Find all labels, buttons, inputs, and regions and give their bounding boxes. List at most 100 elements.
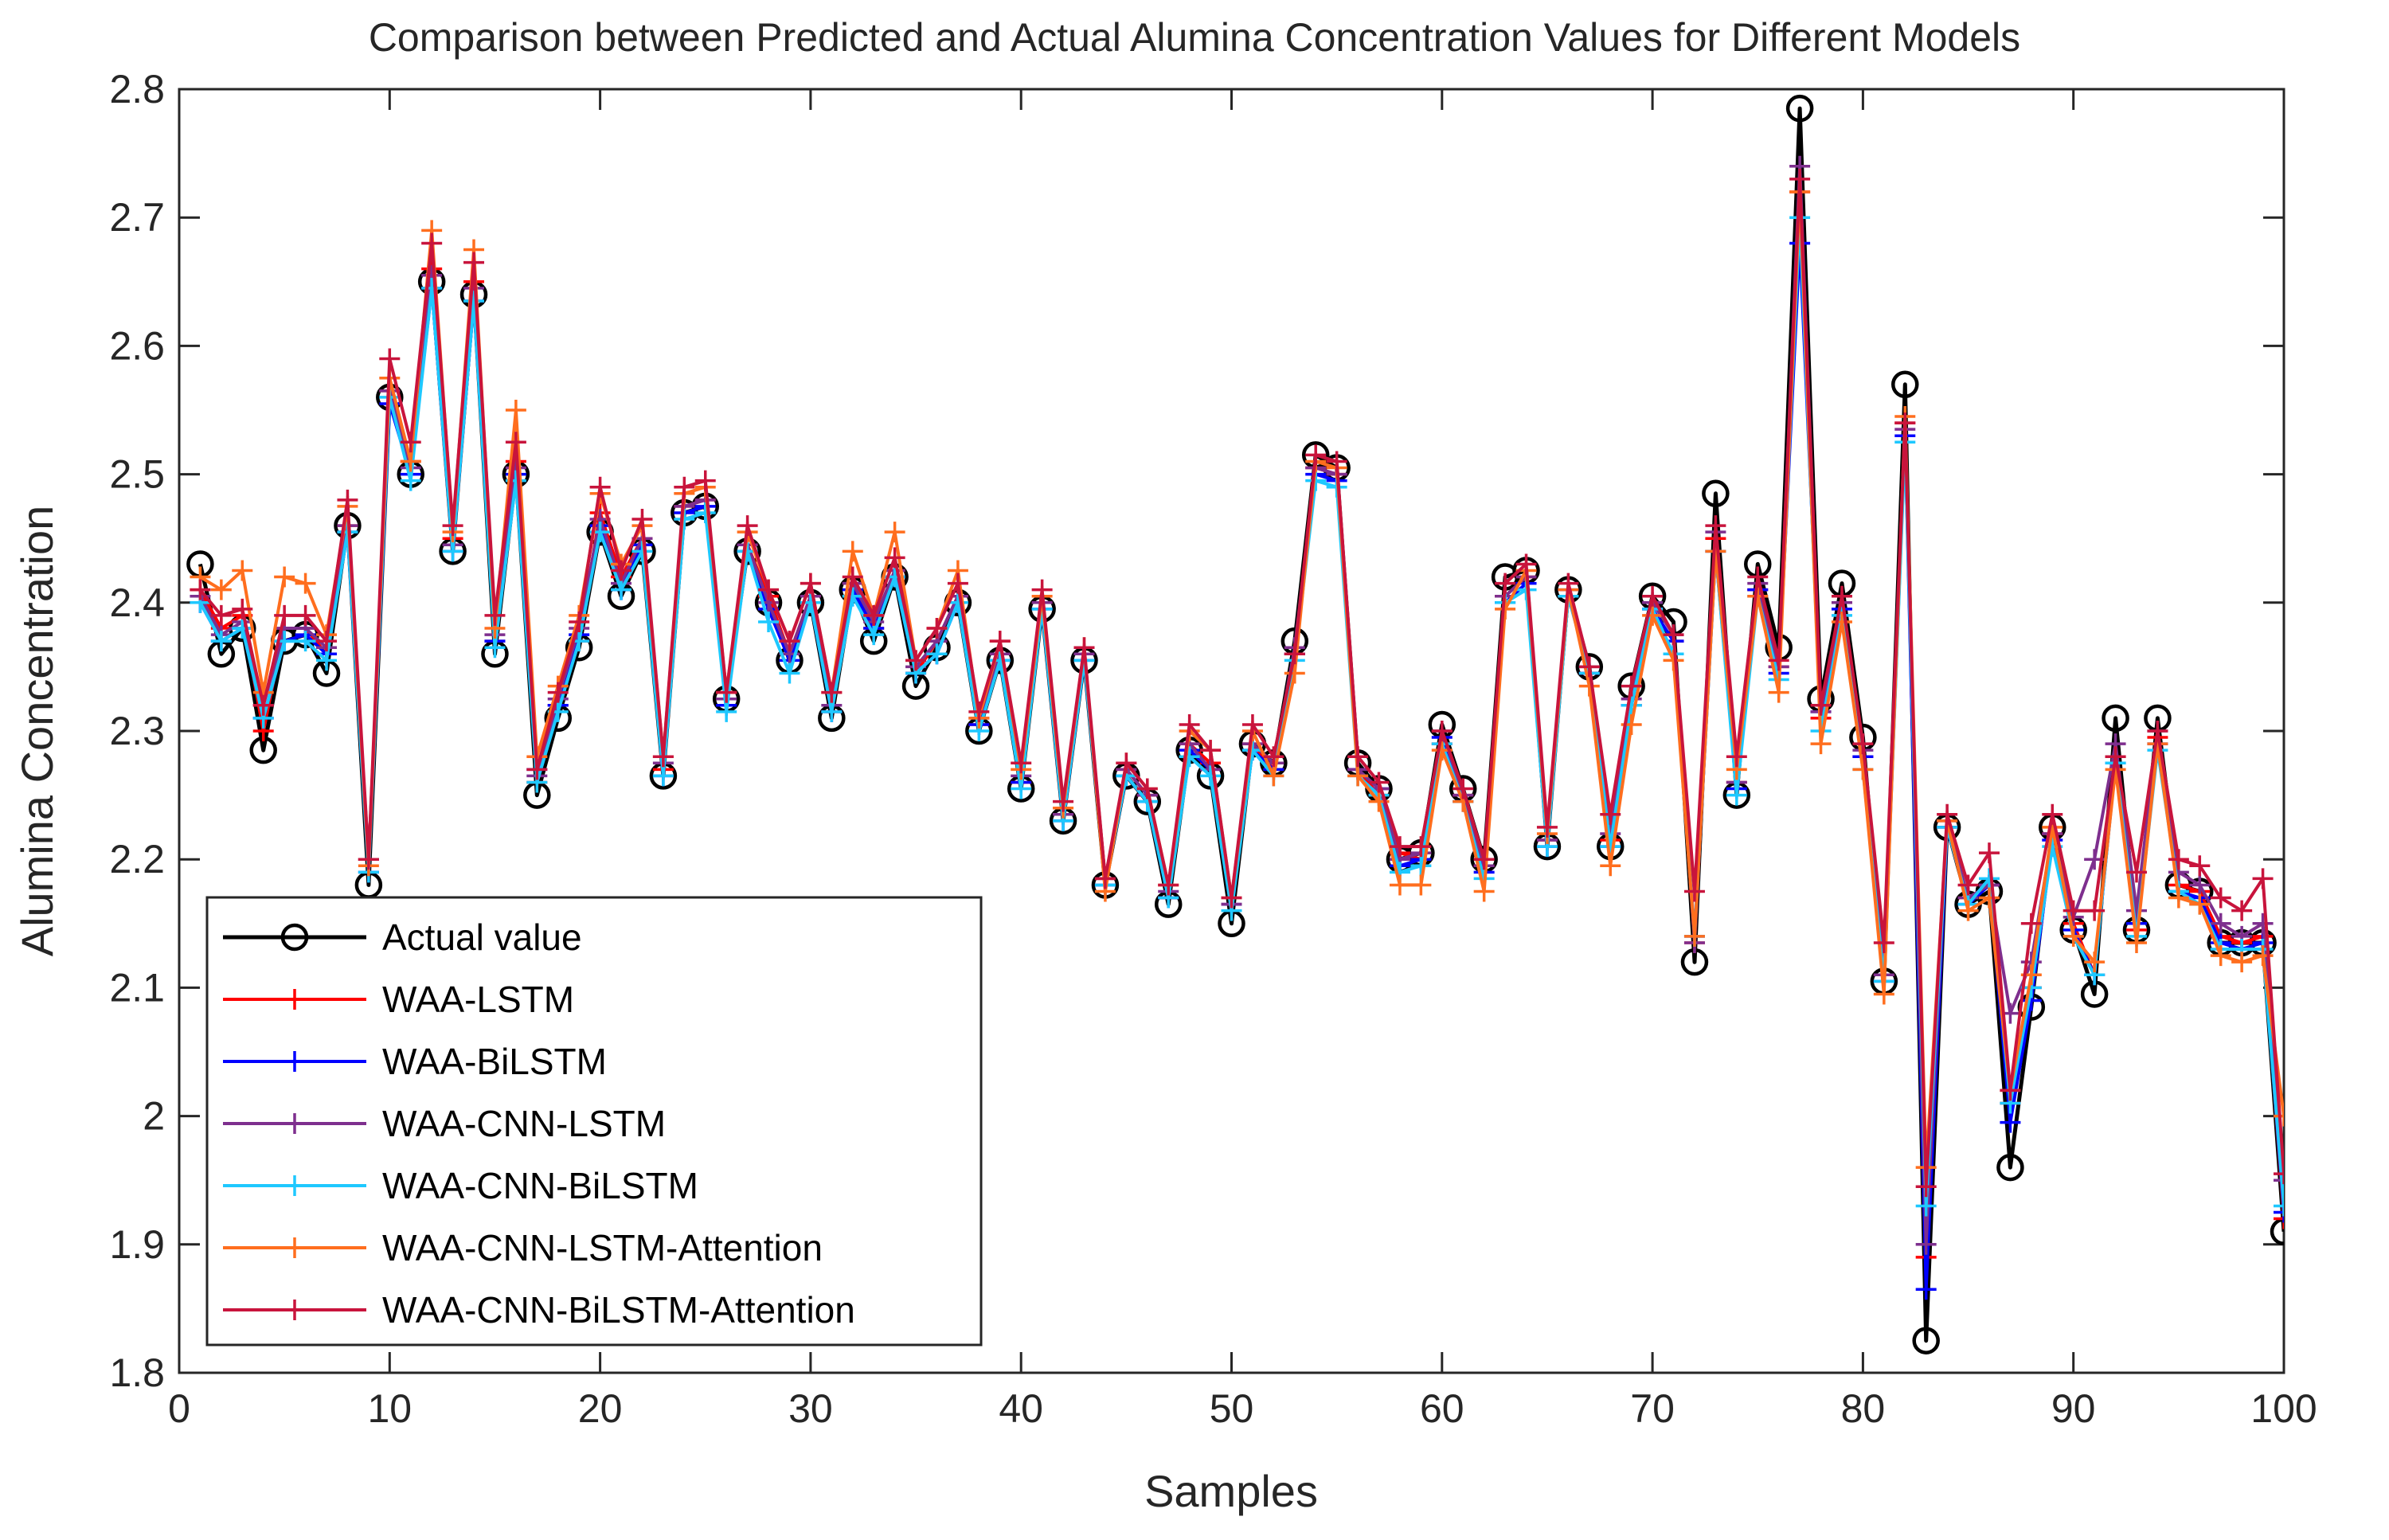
data-point: [652, 746, 674, 768]
data-point: [1957, 874, 1979, 896]
y-tick-label: 2.7: [109, 195, 165, 240]
data-point: [2274, 1195, 2284, 1217]
data-point: [1473, 849, 1495, 870]
data-point: [1810, 733, 1832, 755]
series-line-waa-cnn-bilstm-attention: [198, 177, 2284, 1189]
data-point: [779, 663, 800, 684]
data-point: [1873, 983, 1894, 1005]
y-tick-label: 1.9: [109, 1222, 165, 1267]
data-point: [442, 541, 463, 562]
x-tick-label: 10: [367, 1386, 412, 1431]
legend-marker: [284, 1113, 305, 1134]
data-point: [1179, 713, 1200, 735]
data-point: [484, 637, 506, 659]
legend-label: WAA-CNN-BiLSTM-Attention: [382, 1289, 855, 1331]
data-point: [1852, 733, 1874, 755]
data-point: [316, 650, 338, 671]
data-point: [947, 592, 968, 613]
data-point: [2063, 925, 2084, 947]
data-point: [1578, 675, 1600, 697]
data-point: [463, 252, 485, 273]
y-axis: 1.8 1.9 2 2.1 2.2 2.3 2.4 2.5 2.6 2.7 2.8: [109, 67, 2284, 1395]
data-point: [505, 432, 526, 453]
data-point: [463, 290, 485, 311]
data-point: [2210, 945, 2231, 967]
data-point: [631, 541, 653, 562]
data-point: [1410, 874, 1432, 896]
data-point: [1031, 579, 1053, 600]
legend-label: WAA-CNN-BiLSTM: [382, 1165, 698, 1206]
data-point: [1200, 740, 1222, 761]
data-point: [1683, 925, 1705, 947]
data-point: [1785, 94, 1814, 123]
data-point: [2189, 874, 2211, 896]
data-point: [1389, 836, 1410, 858]
data-point: [1263, 746, 1284, 768]
data-point: [1894, 412, 1916, 434]
legend-marker: [284, 989, 305, 1010]
data-point: [2084, 952, 2106, 973]
legend-label: Actual value: [382, 917, 582, 958]
legend-entry-waa-cnn-bilstm: WAA-CNN-BiLSTM: [223, 1165, 698, 1206]
data-point: [1263, 765, 1284, 787]
data-point: [1179, 746, 1200, 768]
data-point: [716, 682, 737, 703]
data-point: [821, 701, 843, 722]
data-point: [611, 560, 632, 581]
legend-label: WAA-BiLSTM: [382, 1041, 607, 1082]
data-point: [800, 573, 821, 594]
x-tick-label: 60: [1420, 1386, 1464, 1431]
x-axis-label: Samples: [1144, 1466, 1318, 1516]
legend-label: WAA-CNN-LSTM: [382, 1103, 666, 1144]
data-point: [2252, 913, 2274, 934]
data-point: [905, 650, 927, 671]
legend-marker: [284, 1300, 305, 1320]
x-tick-label: 90: [2051, 1386, 2096, 1431]
legend-entry-waa-lstm: WAA-LSTM: [223, 979, 574, 1020]
legend-box: [205, 896, 983, 1347]
data-point: [210, 579, 232, 600]
data-point: [547, 682, 569, 703]
data-point: [1326, 451, 1347, 472]
data-point: [1915, 1176, 1937, 1198]
x-tick-label: 50: [1210, 1386, 1254, 1431]
data-point: [631, 509, 653, 530]
data-point: [1347, 765, 1369, 787]
data-point: [926, 643, 948, 665]
y-tick-label: 2.5: [109, 452, 165, 497]
legend-marker: [284, 1175, 305, 1196]
data-point: [232, 598, 253, 620]
data-point: [505, 400, 526, 420]
data-point: [2231, 952, 2253, 973]
data-point: [358, 849, 379, 870]
data-point: [1431, 721, 1453, 741]
data-point: [737, 515, 758, 537]
data-point: [316, 631, 338, 652]
data-point: [2274, 1208, 2284, 1229]
data-point: [926, 618, 948, 639]
y-axis-label: Alumina Concentration: [12, 506, 62, 957]
data-point: [1368, 772, 1390, 793]
x-tick-label: 70: [1630, 1386, 1675, 1431]
data-point: [526, 759, 548, 780]
data-point: [2168, 849, 2189, 870]
legend-marker: [284, 1237, 305, 1258]
data-point: [1495, 573, 1516, 594]
data-point: [1642, 604, 1664, 626]
data-point: [1600, 803, 1621, 825]
data-point: [2168, 887, 2189, 909]
data-point: [1515, 553, 1537, 575]
legend-label: WAA-LSTM: [382, 979, 574, 1020]
data-point: [716, 701, 737, 722]
legend-marker: [280, 923, 309, 952]
data-point: [295, 604, 316, 626]
data-point: [1915, 1233, 1937, 1255]
data-point: [611, 579, 632, 600]
data-point: [1621, 694, 1642, 716]
data-point: [1453, 778, 1474, 799]
legend-entry-waa-cnn-bilstm-attention: WAA-CNN-BiLSTM-Attention: [223, 1289, 855, 1331]
data-point: [1241, 713, 1263, 735]
data-point: [884, 522, 905, 543]
data-point: [758, 611, 780, 632]
data-point: [1347, 746, 1369, 768]
